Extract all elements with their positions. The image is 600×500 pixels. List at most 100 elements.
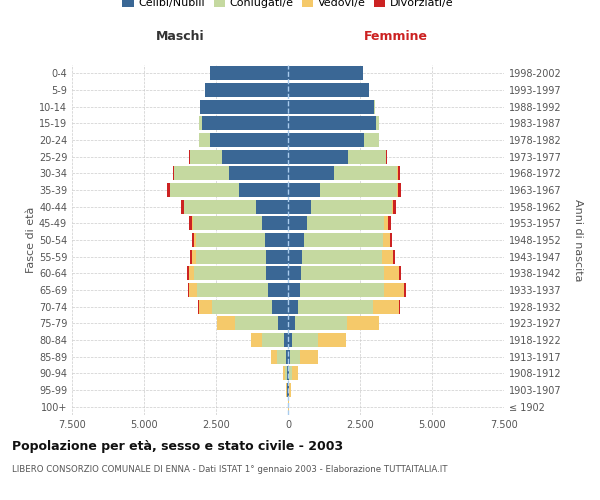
Bar — [217, 316, 235, 330]
Bar — [266, 266, 288, 280]
Bar — [265, 233, 288, 247]
Bar — [289, 383, 291, 397]
Bar — [376, 116, 379, 130]
Bar — [173, 166, 174, 180]
Bar — [288, 366, 289, 380]
Bar — [288, 200, 311, 214]
Bar — [256, 200, 288, 214]
Bar — [197, 283, 268, 297]
Bar — [384, 283, 404, 297]
Bar — [288, 300, 298, 314]
Bar — [170, 183, 239, 197]
Bar — [347, 316, 379, 330]
Bar — [239, 183, 288, 197]
Bar — [199, 116, 202, 130]
Text: Popolazione per età, sesso e stato civile - 2003: Popolazione per età, sesso e stato civil… — [12, 440, 343, 453]
Bar — [288, 283, 301, 297]
Bar — [189, 150, 190, 164]
Bar — [188, 283, 189, 297]
Bar — [268, 283, 288, 297]
Y-axis label: Anni di nascita: Anni di nascita — [573, 198, 583, 281]
Bar — [196, 250, 266, 264]
Bar — [262, 216, 288, 230]
Bar — [191, 233, 194, 247]
Bar — [288, 150, 349, 164]
Bar — [288, 350, 290, 364]
Bar — [189, 216, 191, 230]
Bar — [283, 366, 285, 380]
Bar — [229, 166, 288, 180]
Bar — [311, 200, 392, 214]
Bar — [194, 233, 196, 247]
Bar — [398, 166, 400, 180]
Bar — [386, 150, 388, 164]
Bar — [288, 83, 368, 97]
Bar — [196, 233, 265, 247]
Bar — [212, 300, 272, 314]
Y-axis label: Fasce di età: Fasce di età — [26, 207, 36, 273]
Bar — [287, 366, 288, 380]
Bar — [301, 350, 317, 364]
Bar — [292, 333, 317, 347]
Bar — [272, 300, 288, 314]
Bar — [298, 300, 373, 314]
Bar — [251, 333, 262, 347]
Bar — [278, 316, 288, 330]
Bar — [167, 183, 170, 197]
Bar — [199, 300, 212, 314]
Text: Femmine: Femmine — [364, 30, 428, 43]
Bar — [304, 233, 383, 247]
Bar — [334, 166, 397, 180]
Bar — [210, 66, 288, 80]
Bar — [210, 133, 288, 147]
Bar — [285, 366, 287, 380]
Bar — [373, 300, 399, 314]
Bar — [385, 266, 399, 280]
Bar — [302, 250, 382, 264]
Legend: Celibi/Nubili, Coniugati/e, Vedovi/e, Divorziati/e: Celibi/Nubili, Coniugati/e, Vedovi/e, Di… — [118, 0, 458, 13]
Bar — [394, 200, 396, 214]
Bar — [190, 150, 222, 164]
Bar — [184, 200, 256, 214]
Bar — [398, 183, 401, 197]
Bar — [399, 300, 400, 314]
Bar — [194, 266, 266, 280]
Bar — [374, 100, 375, 114]
Bar — [192, 250, 196, 264]
Bar — [188, 266, 194, 280]
Bar — [193, 216, 262, 230]
Bar — [290, 350, 301, 364]
Bar — [364, 133, 379, 147]
Bar — [392, 200, 394, 214]
Bar — [292, 366, 298, 380]
Bar — [288, 266, 301, 280]
Bar — [266, 250, 288, 264]
Bar — [284, 333, 288, 347]
Bar — [288, 316, 295, 330]
Bar — [388, 216, 391, 230]
Bar — [262, 333, 284, 347]
Bar — [389, 233, 392, 247]
Bar — [382, 250, 392, 264]
Bar — [288, 133, 364, 147]
Bar — [385, 216, 388, 230]
Bar — [317, 333, 346, 347]
Bar — [187, 266, 188, 280]
Bar — [174, 166, 229, 180]
Bar — [307, 216, 385, 230]
Bar — [295, 316, 347, 330]
Bar — [189, 283, 197, 297]
Bar — [288, 100, 374, 114]
Bar — [383, 233, 389, 247]
Bar — [190, 250, 192, 264]
Bar — [289, 366, 292, 380]
Bar — [392, 250, 395, 264]
Bar — [205, 83, 288, 97]
Bar — [288, 66, 363, 80]
Bar — [235, 316, 278, 330]
Bar — [222, 150, 288, 164]
Bar — [288, 333, 292, 347]
Bar — [404, 283, 406, 297]
Bar — [191, 216, 193, 230]
Bar — [301, 283, 384, 297]
